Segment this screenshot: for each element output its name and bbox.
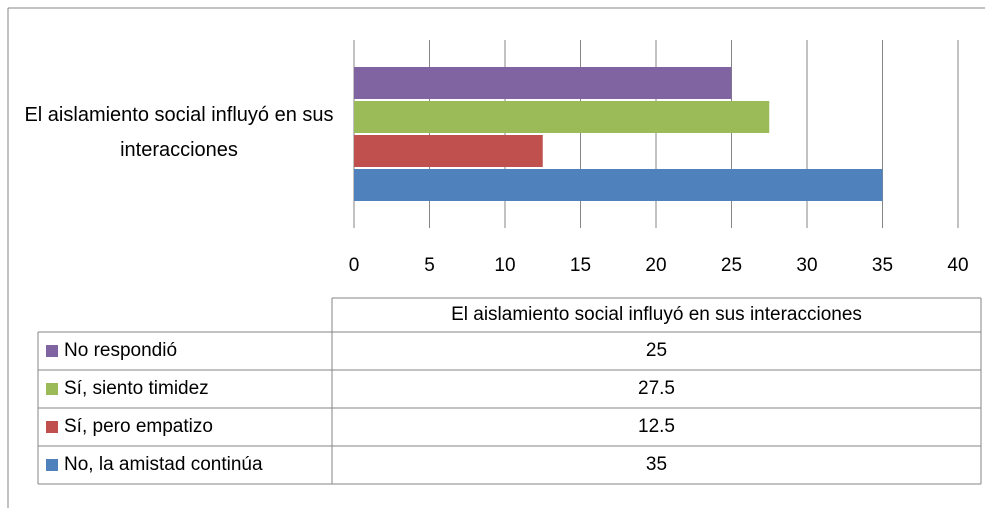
table-value: 27.5: [638, 378, 675, 399]
x-tick-label: 25: [721, 255, 742, 276]
table-header: El aislamiento social influyó en sus int…: [451, 304, 862, 325]
table-value: 12.5: [638, 416, 675, 437]
bar: [354, 135, 543, 167]
category-label: El aislamiento social influyó en sus int…: [24, 104, 334, 161]
legend-label: Sí, pero empatizo: [64, 416, 213, 437]
x-tick-label: 5: [424, 255, 435, 276]
x-tick-label: 15: [570, 255, 591, 276]
table-value: 35: [646, 454, 667, 475]
x-tick-label: 0: [349, 255, 360, 276]
bar: [354, 169, 883, 201]
bar: [354, 101, 770, 133]
x-tick-label: 30: [796, 255, 817, 276]
x-tick-label: 35: [872, 255, 893, 276]
legend-key: [46, 345, 58, 357]
legend-label: Sí, siento timidez: [64, 378, 209, 399]
legend-label: No, la amistad continúa: [64, 454, 263, 475]
legend-key: [46, 383, 58, 395]
x-tick-label: 20: [645, 255, 666, 276]
table-value: 25: [646, 340, 667, 361]
legend-key: [46, 421, 58, 433]
x-tick-label: 40: [947, 255, 968, 276]
x-tick-label: 10: [494, 255, 515, 276]
legend-key: [46, 459, 58, 471]
bar: [354, 67, 732, 99]
legend-label: No respondió: [64, 340, 177, 361]
